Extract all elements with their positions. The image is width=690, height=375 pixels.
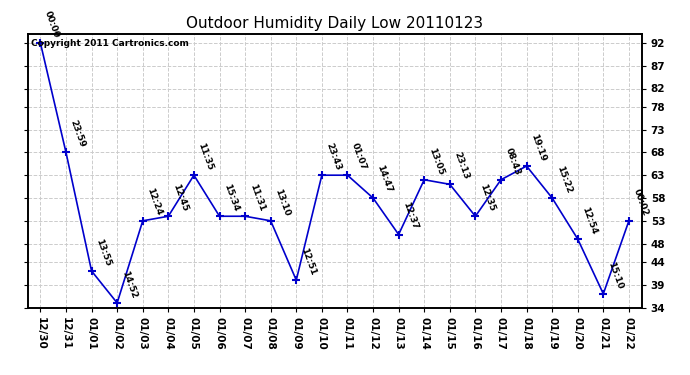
Text: 12:54: 12:54 [580, 206, 599, 236]
Text: 15:22: 15:22 [555, 164, 573, 194]
Text: 11:31: 11:31 [248, 183, 266, 213]
Text: 23:43: 23:43 [324, 141, 343, 171]
Text: 14:52: 14:52 [120, 269, 138, 299]
Text: 00:02: 00:02 [631, 188, 649, 217]
Text: 08:43: 08:43 [504, 146, 522, 176]
Text: 12:24: 12:24 [146, 187, 164, 217]
Text: 19:19: 19:19 [529, 132, 547, 162]
Text: 00:00: 00:00 [43, 10, 61, 39]
Text: 13:55: 13:55 [94, 237, 112, 267]
Text: 01:07: 01:07 [350, 142, 368, 171]
Text: 15:10: 15:10 [606, 260, 624, 290]
Text: 12:51: 12:51 [299, 246, 317, 276]
Text: 12:45: 12:45 [171, 183, 189, 213]
Text: 12:35: 12:35 [478, 183, 496, 213]
Title: Outdoor Humidity Daily Low 20110123: Outdoor Humidity Daily Low 20110123 [186, 16, 483, 31]
Text: 11:35: 11:35 [197, 141, 215, 171]
Text: 15:34: 15:34 [222, 183, 240, 213]
Text: Copyright 2011 Cartronics.com: Copyright 2011 Cartronics.com [30, 39, 188, 48]
Text: 13:05: 13:05 [426, 146, 445, 176]
Text: 12:37: 12:37 [401, 201, 420, 231]
Text: 23:59: 23:59 [68, 118, 87, 149]
Text: 13:10: 13:10 [273, 187, 291, 217]
Text: 14:47: 14:47 [375, 164, 394, 194]
Text: 23:13: 23:13 [453, 151, 471, 181]
